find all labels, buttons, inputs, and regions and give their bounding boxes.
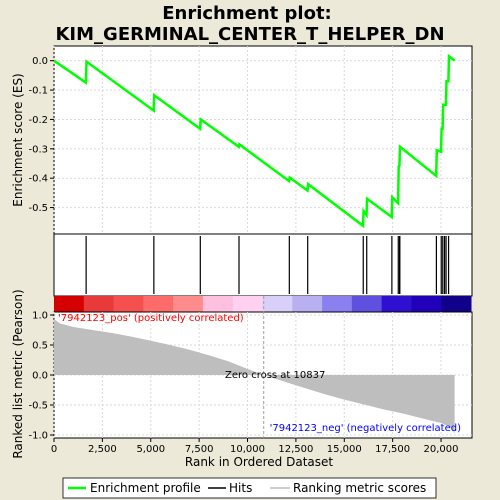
metric-y-ticks: 1.0 0.5 0.0 -0.5 -1.0: [28, 311, 54, 442]
heatmap-segment: [322, 296, 353, 312]
metric-y-axis-label: Ranked list metric (Pearson): [11, 289, 25, 458]
x-tick-label: 5,000: [136, 444, 165, 455]
es-y-axis-label: Enrichment score (ES): [11, 73, 25, 206]
es-y-tick-label: -0.3: [28, 144, 48, 155]
hit-markers: [85, 236, 450, 294]
metric-y-tick-label: -0.5: [28, 401, 48, 412]
es-y-tick-label: -0.5: [28, 203, 48, 214]
metric-y-tick-label: -1.0: [28, 431, 48, 442]
x-tick-label: 15,000: [327, 444, 362, 455]
heatmap-segment: [202, 296, 234, 312]
es-y-tick-label: -0.1: [28, 86, 48, 97]
heatmap-segment: [83, 296, 115, 312]
x-axis-ticks: 0 2,500 5,000 7,500 10,000 12,500 15,000 17,500…: [51, 438, 459, 455]
x-axis-label: Rank in Ordered Dataset: [185, 455, 333, 469]
heatmap-segment: [113, 296, 144, 312]
ranking-metric-area: [54, 319, 455, 434]
es-y-tick-label: -0.4: [28, 174, 48, 185]
legend-hits-label: Hits: [229, 481, 252, 495]
metric-y-tick-label: 1.0: [32, 311, 48, 322]
chart-title-line2: KIM_GERMINAL_CENTER_T_HELPER_DN: [55, 24, 444, 45]
x-tick-label: 7,500: [185, 444, 214, 455]
ranking-heatmap-bar: [54, 296, 472, 312]
es-y-tick-label: -0.2: [28, 115, 48, 126]
heatmap-segment: [381, 296, 412, 312]
metric-panel: 1.0 0.5 0.0 -0.5 -1.0 '7942123_pos' (positiv…: [11, 289, 473, 459]
heatmap-segment: [143, 296, 174, 312]
heatmap-segment: [173, 296, 204, 312]
metric-y-tick-label: 0.0: [32, 371, 48, 382]
hits-plot-area: [53, 233, 473, 297]
metric-y-tick-label: 0.5: [32, 341, 48, 352]
es-y-ticks: 0.0 -0.1 -0.2 -0.3 -0.4 -0.5: [28, 56, 54, 214]
heatmap-segment: [262, 296, 293, 312]
legend-box: [62, 477, 437, 499]
x-tick-label: 0: [51, 444, 57, 455]
heatmap-segment: [441, 296, 472, 312]
enrichment-profile-line: [53, 53, 456, 229]
legend: Enrichment profile Hits Ranking metric s…: [62, 477, 437, 499]
es-panel: 0.0 -0.1 -0.2 -0.3 -0.4 -0.5 Enrichment score…: [11, 45, 473, 235]
x-tick-label: 17,500: [375, 444, 410, 455]
zero-cross-label: Zero cross at 10837: [225, 370, 325, 381]
heatmap-segment: [351, 296, 383, 312]
x-tick-label: 10,000: [230, 444, 265, 455]
x-tick-label: 20,000: [424, 444, 459, 455]
heatmap-segment: [292, 296, 323, 312]
x-tick-label: 2,500: [88, 444, 117, 455]
legend-ranking-label: Ranking metric scores: [293, 481, 426, 495]
hits-panel: [53, 233, 473, 297]
negative-correlation-label: '7942123_neg' (negatively correlated): [270, 423, 461, 434]
x-tick-label: 12,500: [278, 444, 313, 455]
positive-correlation-label: '7942123_pos' (positively correlated): [58, 313, 244, 324]
es-plot-area: [53, 45, 473, 235]
chart-title-line1: Enrichment plot:: [162, 3, 332, 24]
heatmap-segment: [54, 296, 85, 312]
heatmap-segment: [232, 296, 263, 312]
es-y-tick-label: 0.0: [32, 56, 48, 67]
heatmap-segment: [411, 296, 442, 312]
legend-enrichment-label: Enrichment profile: [90, 481, 201, 495]
